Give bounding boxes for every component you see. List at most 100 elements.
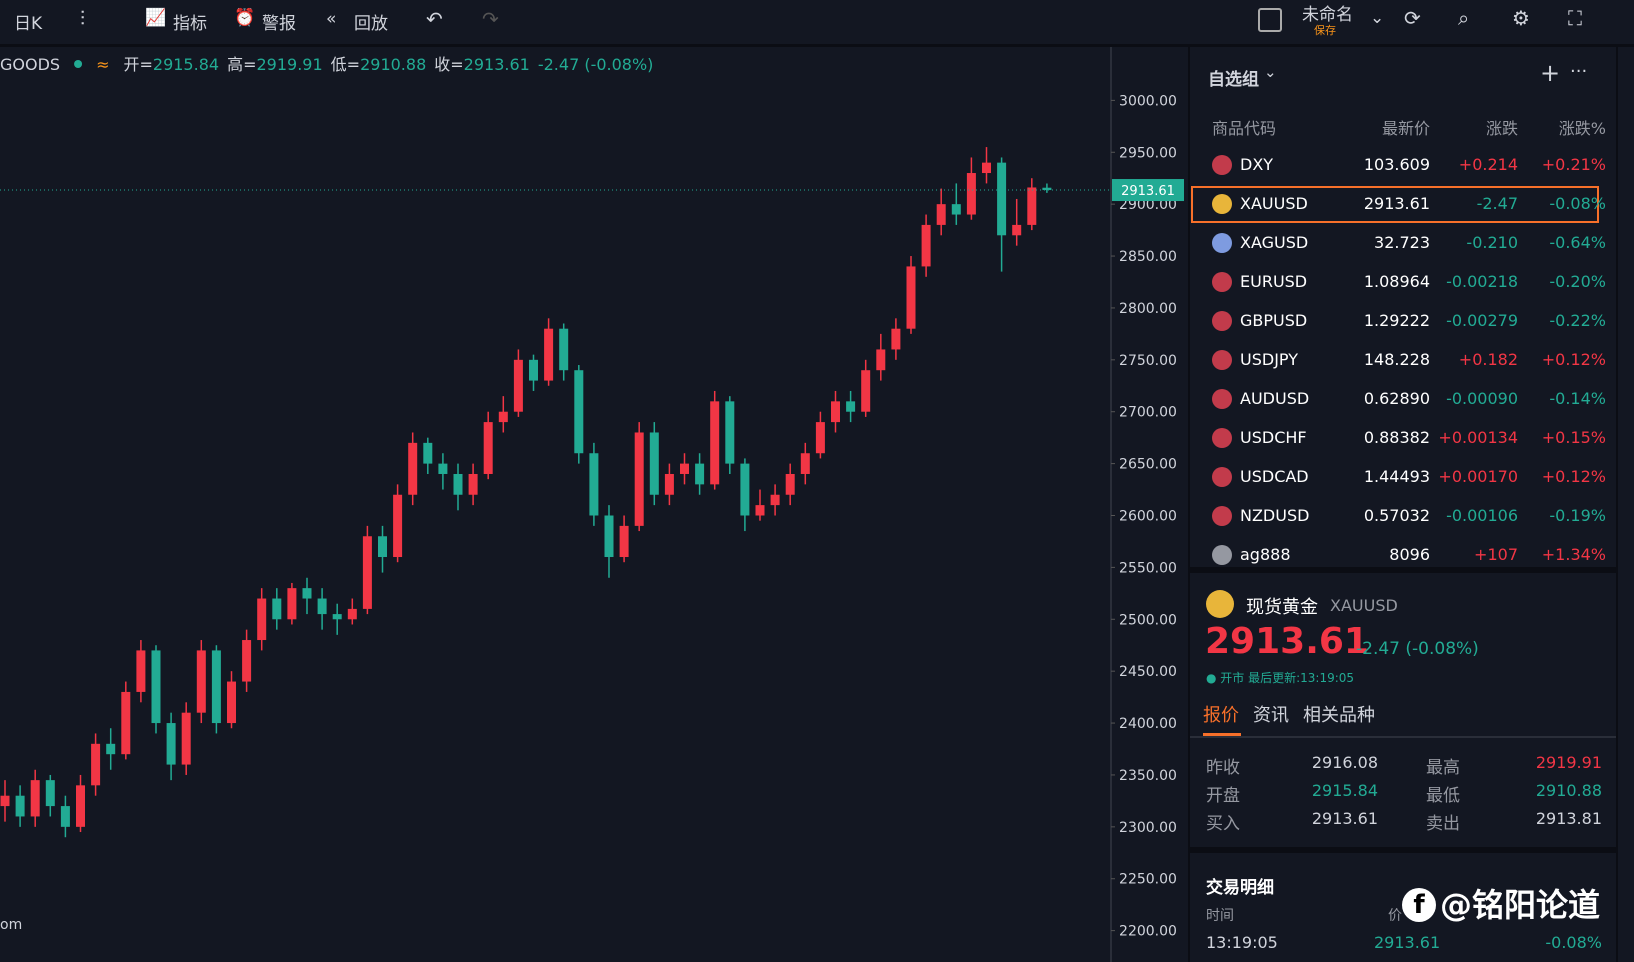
ohlc-label: 收= [434, 55, 463, 74]
row-icon [1212, 155, 1232, 175]
candle-body [649, 432, 659, 495]
undo[interactable]: ↶ [426, 7, 443, 31]
row-symbol[interactable]: ag888 [1240, 545, 1291, 564]
candle-body [181, 712, 191, 765]
y-tick-label: 2400.00 [1119, 716, 1177, 732]
candle-body [408, 442, 418, 495]
candle-body [332, 614, 342, 620]
candle-body [0, 795, 10, 807]
add-button[interactable]: + [1540, 59, 1561, 87]
last-price-tag [1112, 179, 1184, 202]
fullscreen-icon[interactable]: ⛶ [1568, 6, 1582, 30]
redo[interactable]: ↷ [482, 7, 499, 31]
replay-icon[interactable]: « [326, 9, 337, 29]
side-strip [1616, 47, 1634, 962]
save-label[interactable]: 保存 [1314, 24, 1336, 37]
candle-body [997, 162, 1007, 236]
indicators-button[interactable]: 指标 [173, 14, 207, 34]
row-symbol[interactable]: USDCAD [1240, 467, 1309, 486]
row-change: +0.182 [1458, 350, 1518, 369]
alerts-button[interactable]: 警报 [262, 14, 296, 34]
last-price-label: 2913.61 [1121, 184, 1175, 199]
ohlc-value: 2915.84 [153, 55, 219, 74]
settings-icon[interactable]: ⚙ [1512, 6, 1530, 30]
candle-body [483, 422, 493, 474]
row-symbol[interactable]: USDCHF [1240, 428, 1307, 447]
row-price: 0.62890 [1363, 389, 1430, 408]
candle-body [272, 598, 282, 620]
stat-label: 卖出 [1426, 814, 1460, 834]
candle-body [529, 359, 538, 381]
dropdown[interactable]: ⌄ [1370, 8, 1385, 28]
indicator-icon[interactable]: 📈 [145, 8, 167, 28]
candle-body [166, 723, 176, 765]
row-symbol[interactable]: GBPUSD [1240, 311, 1308, 330]
candle-body [740, 463, 750, 516]
more-button[interactable]: ··· [1570, 61, 1588, 82]
candle-body [196, 650, 206, 713]
y-tick-label: 2850.00 [1119, 249, 1177, 265]
y-tick-label: 2900.00 [1119, 197, 1177, 213]
row-change: -0.210 [1466, 233, 1518, 252]
trade-col: 时间 [1206, 908, 1234, 924]
row-change: +0.214 [1458, 155, 1518, 174]
candle-body [680, 463, 689, 474]
title-caret[interactable]: ⌄ [1264, 63, 1277, 81]
stat-value: 2916.08 [1311, 753, 1378, 772]
candle-body [1027, 187, 1037, 225]
candle-body [257, 598, 267, 641]
row-symbol[interactable]: NZDUSD [1240, 506, 1310, 525]
row-symbol[interactable]: EURUSD [1240, 272, 1308, 291]
candle-body [695, 463, 705, 485]
detail-tab[interactable]: 报价 [1203, 705, 1239, 726]
row-symbol[interactable]: DXY [1240, 155, 1274, 174]
detail-tab[interactable]: 资讯 [1253, 705, 1289, 726]
row-change-pct: -0.08% [1549, 194, 1606, 213]
y-tick-label: 2650.00 [1119, 457, 1177, 473]
row-change: -0.00106 [1446, 506, 1518, 525]
search-icon[interactable]: ⌕ [1458, 6, 1470, 30]
replay-button[interactable]: 回放 [354, 14, 388, 34]
trade-price: 2913.61 [1374, 933, 1441, 952]
candle-body [211, 650, 221, 724]
candle-body [815, 422, 825, 454]
right-panel: 自选组 ⌄ + ··· 商品代码 最新价 涨跌 涨跌% DXY 103.609 +0.214 +0.2… [1188, 47, 1616, 962]
row-symbol[interactable]: USDJPY [1240, 350, 1298, 369]
y-tick-label: 2800.00 [1119, 301, 1177, 317]
row-symbol[interactable]: AUDUSD [1240, 389, 1310, 408]
row-price: 1.44493 [1363, 467, 1430, 486]
row-symbol[interactable]: XAUUSD [1240, 194, 1308, 213]
candle-body [423, 442, 433, 464]
candle-body [574, 370, 584, 454]
selected-row[interactable] [1191, 186, 1599, 223]
layout-icon[interactable] [1258, 8, 1282, 32]
trade-pct: -0.08% [1545, 933, 1602, 952]
candle-body [498, 411, 508, 423]
row-change: +0.00134 [1438, 428, 1518, 447]
candle-body [45, 780, 55, 807]
row-change: -2.47 [1476, 194, 1518, 213]
detail-tab[interactable]: 相关品种 [1303, 705, 1375, 726]
sync-icon[interactable]: ⟳ [1404, 6, 1421, 30]
toolbar: 日K ⫶ 📈 指标 ⏰ 警报 « 回放 ↶ ↷ 未命名 保存 ⌄ ⟳ ⌕ ⚙ ⛶ [0, 0, 1634, 47]
y-tick-label: 2550.00 [1119, 560, 1177, 576]
y-tick-label: 2350.00 [1119, 768, 1177, 784]
stat-label: 最高 [1426, 758, 1460, 778]
y-tick-label: 2700.00 [1119, 405, 1177, 421]
stat-label: 买入 [1206, 814, 1240, 834]
alert-icon[interactable]: ⏰ [234, 8, 256, 28]
row-symbol[interactable]: XAGUSD [1240, 233, 1309, 252]
trades-title: 交易明细 [1206, 878, 1274, 898]
candle-icon[interactable]: ⫶ [80, 6, 85, 30]
candle-body [936, 204, 946, 225]
y-tick-label: 2250.00 [1119, 872, 1177, 888]
candle-body [634, 432, 644, 526]
candle-body [770, 494, 780, 506]
layout-name[interactable]: 未命名 [1302, 5, 1353, 25]
candle-body [710, 401, 720, 485]
row-icon [1212, 467, 1232, 487]
row-price: 0.88382 [1363, 428, 1430, 447]
interval[interactable]: 日K [14, 14, 43, 34]
row-icon [1212, 506, 1232, 526]
watchlist-title[interactable]: 自选组 [1208, 70, 1259, 90]
